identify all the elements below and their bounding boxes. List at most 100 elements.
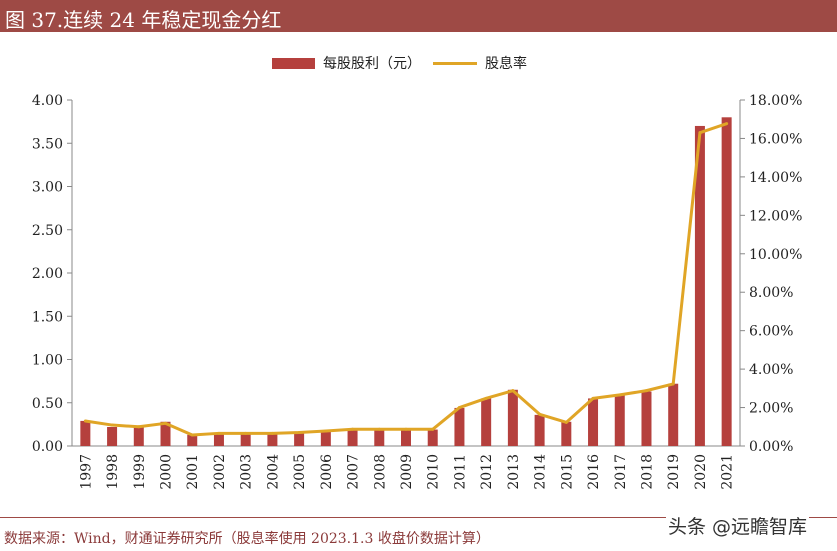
x-tick-label: 2006	[319, 454, 335, 490]
bar-2005	[294, 433, 305, 446]
legend-line-swatch	[433, 61, 477, 65]
x-tick-label: 2007	[346, 454, 362, 490]
bar-1998	[107, 426, 118, 446]
legend-bar-swatch	[272, 57, 315, 69]
right-tick-label: 4.00%	[749, 362, 793, 378]
bar-2013	[507, 389, 518, 446]
left-tick-label: 2.00	[32, 266, 63, 282]
right-tick-label: 10.00%	[749, 247, 802, 263]
right-tick-label: 8.00%	[749, 285, 793, 301]
x-tick-label: 2003	[239, 454, 255, 490]
yield-point-2003	[244, 431, 248, 435]
x-tick-label: 2004	[265, 454, 281, 490]
bar-2007	[347, 429, 358, 446]
right-tick-label: 18.00%	[749, 93, 802, 109]
bar-2012	[481, 398, 492, 446]
x-tick-label: 2015	[559, 454, 575, 490]
yield-point-2021	[725, 122, 729, 126]
x-tick-label: 2019	[666, 454, 682, 490]
bar-2001	[187, 434, 198, 446]
yield-point-2006	[324, 429, 328, 433]
bar-2021	[721, 117, 732, 447]
yield-point-2012	[484, 396, 488, 400]
bar-2000	[160, 421, 171, 446]
x-tick-label: 2011	[452, 454, 468, 490]
left-tick-label: 1.50	[32, 309, 63, 325]
bar-2009	[401, 429, 411, 446]
legend: 每股股利（元） 股息率	[272, 52, 527, 74]
x-tick-label: 1999	[132, 454, 148, 490]
yield-point-2014	[538, 412, 542, 416]
bar-2011	[454, 407, 465, 446]
yield-point-2017	[618, 393, 622, 397]
yield-point-2000	[164, 421, 168, 425]
x-tick-label: 2014	[533, 454, 549, 490]
yield-point-2008	[377, 427, 381, 431]
left-tick-label: 3.50	[32, 136, 63, 152]
left-tick-label: 0.50	[32, 396, 63, 412]
right-tick-label: 16.00%	[749, 131, 802, 147]
bar-2003	[240, 433, 251, 446]
yield-point-1997	[83, 419, 87, 423]
yield-point-1998	[110, 423, 114, 427]
x-tick-label: 2002	[212, 454, 228, 490]
left-tick-label: 1.00	[32, 353, 63, 369]
right-tick-label: 2.00%	[749, 401, 793, 417]
left-tick-label: 0.00	[32, 439, 63, 455]
left-tick-label: 4.00	[32, 93, 63, 109]
bar-2010	[427, 429, 438, 446]
yield-point-2018	[644, 389, 648, 393]
x-tick-label: 2020	[693, 454, 709, 490]
yield-point-1999	[137, 425, 141, 429]
bar-1997	[80, 420, 91, 446]
yield-point-2002	[217, 431, 221, 435]
yield-point-2007	[351, 427, 355, 431]
bar-2018	[641, 391, 652, 446]
yield-point-2010	[431, 427, 435, 431]
x-tick-label: 2018	[639, 454, 655, 490]
yield-point-2015	[564, 420, 568, 424]
legend-bar-label: 每股股利（元）	[323, 56, 421, 72]
right-tick-label: 6.00%	[749, 324, 793, 340]
x-tick-label: 2021	[720, 454, 736, 490]
bar-2019	[668, 383, 679, 446]
bar-2006	[320, 431, 331, 446]
yield-point-2009	[404, 427, 408, 431]
chart-title: 图 37.连续 24 年稳定现金分红	[5, 8, 282, 32]
yield-point-2001	[190, 433, 194, 437]
bar-2017	[614, 394, 625, 446]
bar-2016	[588, 398, 599, 446]
footer-divider	[0, 517, 837, 518]
yield-point-2019	[671, 382, 675, 386]
bar-2008	[374, 429, 385, 446]
right-tick-label: 12.00%	[749, 208, 802, 224]
yield-point-2020	[698, 131, 702, 135]
x-tick-label: 2001	[185, 454, 201, 490]
bar-2004	[267, 433, 278, 446]
yield-point-2005	[297, 431, 301, 435]
title-bar: 图 37.连续 24 年稳定现金分红	[0, 0, 837, 32]
bar-1999	[133, 426, 144, 446]
yield-point-2011	[457, 406, 461, 410]
yield-point-2013	[511, 389, 515, 393]
right-tick-label: 0.00%	[749, 439, 793, 455]
x-tick-label: 1998	[105, 454, 121, 490]
right-tick-label: 14.00%	[749, 170, 802, 186]
x-tick-label: 2012	[479, 454, 495, 490]
x-tick-label: 2010	[426, 454, 442, 490]
legend-line-label: 股息率	[485, 56, 527, 72]
x-tick-label: 2000	[159, 454, 175, 490]
bar-2015	[561, 421, 572, 446]
x-tick-label: 2013	[506, 454, 522, 490]
x-tick-label: 2005	[292, 454, 308, 490]
source-note: 数据来源：Wind，财通证券研究所（股息率使用 2023.1.3 收盘价数据计算…	[4, 531, 490, 547]
x-tick-label: 2009	[399, 454, 415, 490]
left-tick-label: 3.00	[32, 180, 63, 196]
x-tick-label: 2016	[586, 454, 602, 490]
x-tick-label: 2008	[372, 454, 388, 490]
yield-point-2004	[270, 431, 274, 435]
yield-point-2016	[591, 396, 595, 400]
left-tick-label: 2.50	[32, 223, 63, 239]
bar-2020	[694, 125, 705, 446]
watermark: 头条 @远瞻智库	[666, 512, 810, 539]
